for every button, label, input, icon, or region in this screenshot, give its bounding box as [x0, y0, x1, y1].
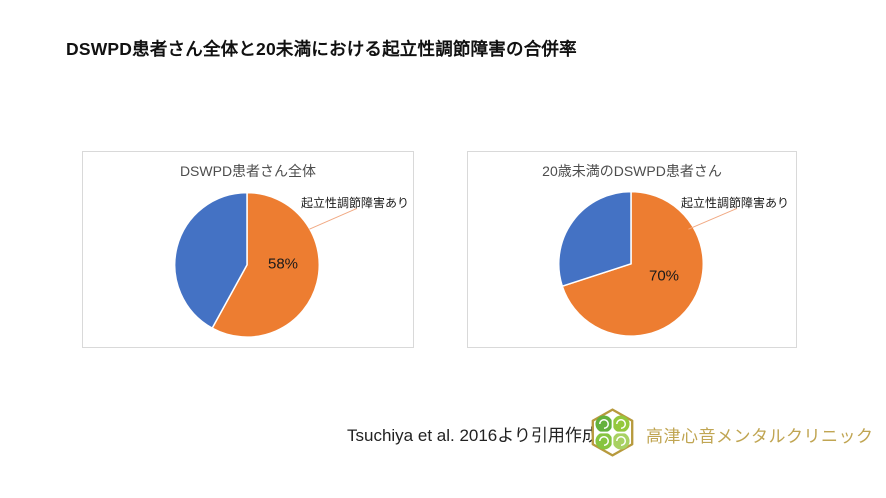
clinic-name: 高津心音メンタルクリニック [646, 427, 874, 446]
page-title: DSWPD患者さん全体と20未満における起立性調節障害の合併率 [66, 39, 577, 59]
clinic-logo-icon [591, 408, 634, 457]
pie-slice [558, 190, 632, 288]
pie-chart-under-20 [558, 190, 738, 337]
pie-slice [174, 191, 248, 330]
chart-panel-under-20: 20歳未満のDSWPD患者さん 70% 起立性調節障害あり [467, 151, 797, 348]
footer: Tsuchiya et al. 2016より引用作成 高津心音メンタルクリニック [0, 408, 886, 460]
slice-data-label: 70% [648, 267, 680, 285]
slice-callout-label: 起立性調節障害あり [300, 196, 409, 210]
pie-slice [211, 191, 320, 338]
pie-slice [561, 190, 705, 337]
callout-leader-line [309, 207, 358, 230]
chart-title: 20歳未満のDSWPD患者さん [542, 163, 722, 179]
pie-chart-all-patients [174, 191, 358, 338]
clover-mark [595, 415, 630, 450]
callout-leader-line [688, 207, 738, 230]
source-citation: Tsuchiya et al. 2016より引用作成 [347, 426, 599, 445]
slice-callout-label: 起立性調節障害あり [680, 196, 789, 210]
chart-panel-all-patients: DSWPD患者さん全体 58% 起立性調節障害あり [82, 151, 414, 348]
slice-data-label: 58% [267, 255, 299, 273]
chart-title: DSWPD患者さん全体 [179, 163, 317, 179]
